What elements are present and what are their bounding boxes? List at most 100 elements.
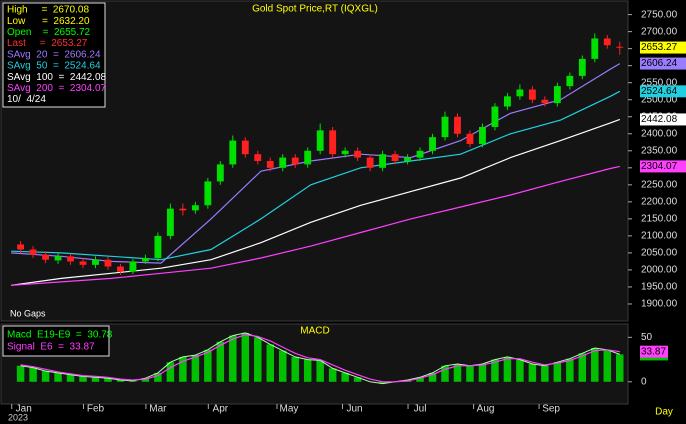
candle-body [42, 254, 50, 260]
y-tick-label: 2100.00 [641, 231, 678, 242]
last-value-label: 2606.24 [641, 58, 678, 69]
last-price-label-box [640, 41, 686, 54]
macd-bar [541, 365, 549, 382]
candle-body [254, 154, 262, 161]
candle-body [541, 99, 549, 104]
macd-bar [303, 359, 312, 382]
candle-body [441, 116, 449, 138]
candle-body [154, 235, 162, 259]
macd-bar [154, 372, 162, 382]
candle-body [316, 130, 324, 151]
macd-bar [591, 348, 599, 382]
candle-body [329, 130, 337, 155]
last-value-label-box [640, 57, 686, 70]
legend-line: SAvg 100 = 2442.08 [7, 72, 107, 83]
y-tick-label: 2700.00 [641, 26, 678, 37]
macd-bar [79, 376, 87, 382]
candle-body [479, 126, 486, 144]
candle-body [67, 256, 74, 262]
macd-bar [528, 364, 537, 382]
macd-legend-box [2, 325, 110, 357]
macd-bar [179, 356, 187, 382]
candle-body [491, 106, 499, 127]
moving-average-line [11, 118, 621, 286]
y-tick-label: 2050.00 [641, 248, 678, 259]
candle-body [404, 157, 411, 161]
macd-bar [341, 372, 349, 382]
candle-body [279, 157, 287, 168]
macd-bar [166, 362, 175, 382]
legend-line: High = 2670.08 [7, 5, 89, 16]
x-tick-label: Feb [87, 404, 105, 415]
candle-body [92, 259, 99, 265]
candle-body [17, 244, 25, 250]
last-value-label: 2304.07 [641, 161, 678, 172]
candle-body [129, 261, 137, 272]
candle-body [54, 256, 62, 261]
macd-bar [353, 377, 362, 382]
macd-bar [41, 371, 50, 382]
macd-line [20, 332, 620, 385]
macd-bar [491, 359, 499, 382]
candle-body [166, 208, 174, 236]
y-tick-label: 2150.00 [641, 214, 678, 225]
candle-body [379, 154, 387, 168]
macd-bar [566, 358, 574, 382]
legend-line: SAvg 20 = 2606.24 [7, 49, 101, 60]
macd-bar [91, 377, 100, 382]
macd-bar [204, 349, 212, 382]
last-price-label: 2653.27 [641, 42, 678, 53]
candle-body [578, 58, 586, 76]
signal-line [20, 334, 620, 383]
macd-bar [116, 380, 125, 382]
candle-body [391, 154, 399, 161]
macd-bar [141, 378, 150, 382]
macd-bar [416, 377, 424, 382]
macd-bar [466, 365, 474, 382]
annotation: No Gaps [10, 308, 46, 318]
macd-bar [516, 359, 524, 382]
x-tick-label: Apr [213, 404, 229, 415]
macd-bar [328, 368, 337, 382]
macd-y-tick-label: 50 [641, 332, 653, 343]
last-value-label-box [640, 113, 686, 126]
candle-body [241, 140, 249, 155]
last-value-label: 2524.64 [641, 86, 678, 97]
candle-body [503, 96, 511, 107]
candle-body [516, 89, 524, 97]
macd-bar [428, 372, 437, 382]
macd-bar [191, 355, 200, 382]
macd-bar [603, 349, 612, 382]
x-tick-label: Mar [149, 404, 167, 415]
y-tick-label: 1950.00 [641, 282, 678, 293]
macd-title: MACD [300, 326, 329, 337]
moving-average-line [11, 63, 621, 264]
macd-bar [316, 360, 324, 382]
y-tick-label: 2400.00 [641, 128, 678, 139]
macd-bar [29, 367, 37, 382]
candle-body [204, 181, 212, 206]
macd-bar [291, 356, 299, 382]
legend-line: Last = 2653.27 [7, 38, 88, 49]
candle-body [179, 208, 187, 211]
last-value-label: 2442.08 [641, 114, 678, 125]
macd-bar [478, 364, 487, 382]
legend-line: SAvg 200 = 2304.07 [7, 83, 107, 94]
moving-average-line [11, 90, 621, 261]
moving-average-line [11, 165, 620, 286]
legend-box [2, 2, 106, 108]
x-year-label: 2023 [8, 412, 28, 422]
macd-bar [278, 350, 287, 382]
x-tick-label: Jan [16, 404, 32, 415]
legend-line: Open = 2655.72 [7, 27, 91, 38]
macd-bar [54, 372, 62, 382]
macd-bar [241, 332, 250, 382]
x-tick-label: Jul [414, 404, 427, 415]
chart-title: Gold Spot Price,RT (IQXGL) [252, 4, 378, 15]
candle-body [341, 150, 349, 155]
macd-bar [66, 374, 75, 382]
candle-body [591, 38, 599, 59]
candle-body [141, 258, 149, 262]
macd-bar [266, 344, 274, 382]
macd-y-tick-label: 0 [641, 376, 647, 387]
